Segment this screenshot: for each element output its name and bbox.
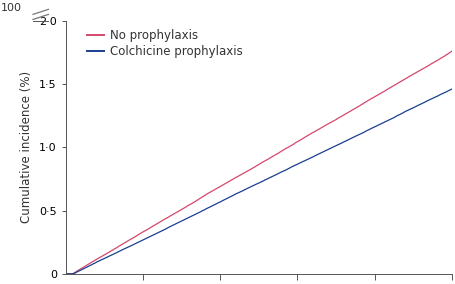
Y-axis label: Cumulative incidence (%): Cumulative incidence (%)	[20, 71, 33, 223]
Text: 100: 100	[0, 3, 21, 13]
Legend: No prophylaxis, Colchicine prophylaxis: No prophylaxis, Colchicine prophylaxis	[87, 29, 242, 58]
